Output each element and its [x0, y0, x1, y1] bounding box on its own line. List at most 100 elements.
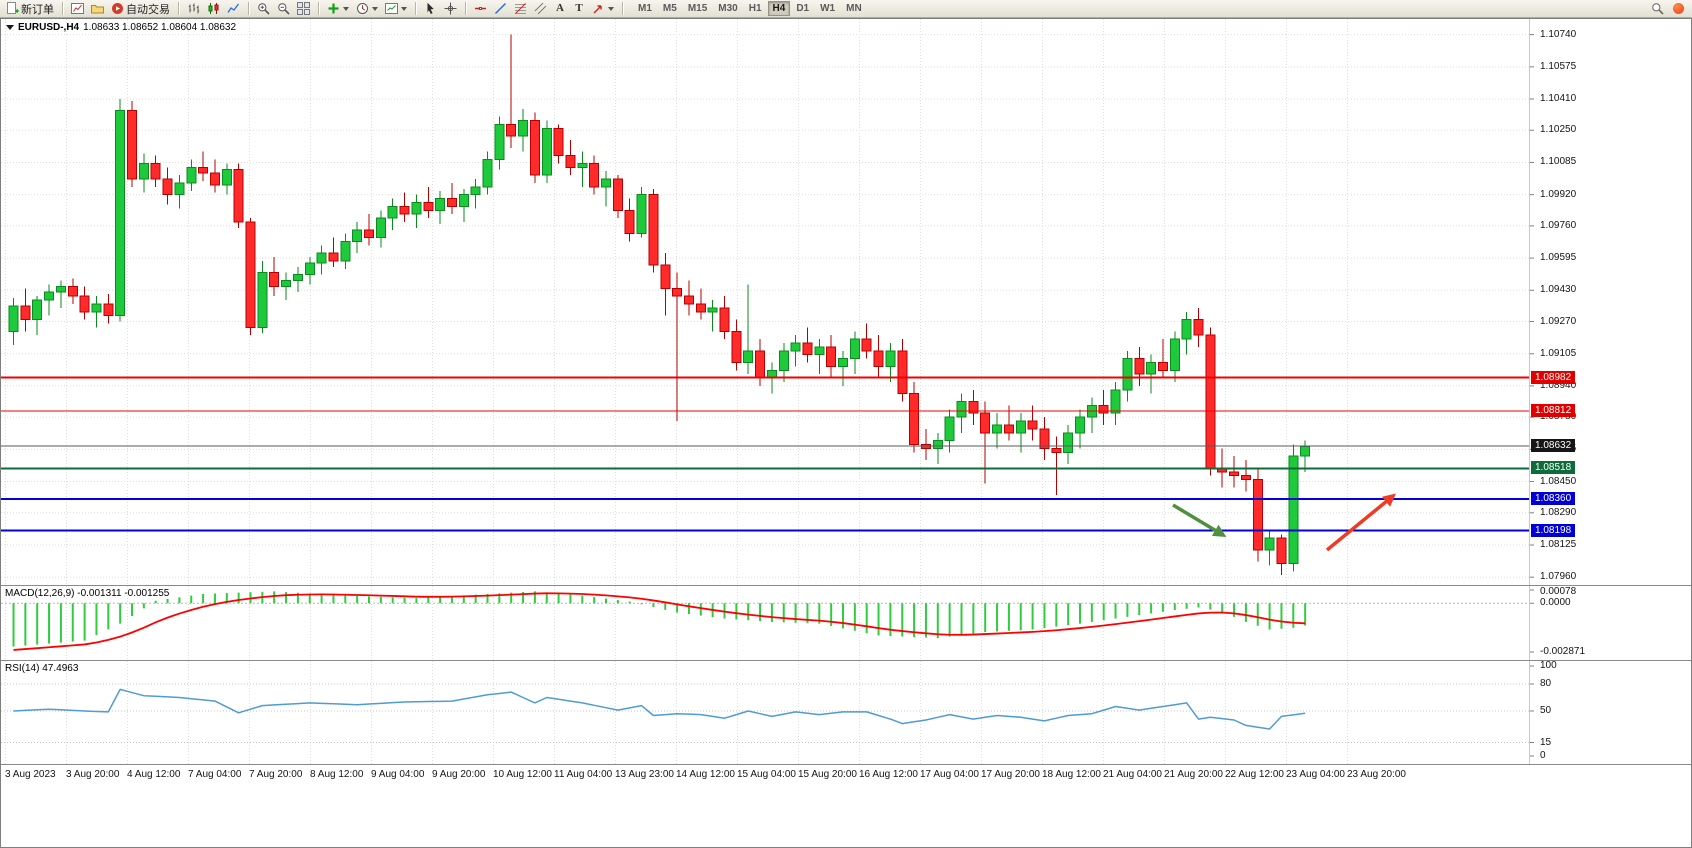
caret-down-icon [401, 6, 407, 11]
timeframe-button-MN[interactable]: MN [841, 1, 867, 16]
macd-indicator-label: MACD(12,26,9) -0.001311 -0.001255 [5, 588, 170, 599]
toolbar-separator [248, 2, 249, 15]
template-icon [385, 3, 398, 14]
timeframe-button-W1[interactable]: W1 [815, 1, 840, 16]
time-axis-label: 11 Aug 04:00 [554, 769, 613, 780]
time-axis-label: 23 Aug 04:00 [1286, 769, 1345, 780]
price-line-badge: 1.08360 [1531, 492, 1576, 506]
panel-divider[interactable] [1, 764, 1691, 765]
toolbar-separator [318, 2, 319, 15]
horizontal-line-button[interactable] [471, 1, 490, 17]
zoom-out-button[interactable] [274, 1, 293, 17]
price-axis-label: 1.08940 [1540, 379, 1577, 391]
macd-axis-label: 0.00078 [1540, 586, 1577, 597]
time-axis-label: 16 Aug 12:00 [859, 769, 918, 780]
channel-button[interactable] [531, 1, 550, 17]
time-axis-label: 17 Aug 20:00 [981, 769, 1040, 780]
candlestick-chart-button[interactable] [204, 1, 223, 17]
time-axis-label: 3 Aug 20:00 [66, 769, 120, 780]
macd-panel[interactable]: MACD(12,26,9) -0.001311 -0.001255 0.0007… [1, 586, 1691, 660]
new-order-button[interactable]: 新订单 [3, 1, 57, 17]
time-axis-label: 4 Aug 12:00 [127, 769, 181, 780]
crosshair-button[interactable] [441, 1, 460, 17]
rsi-axis-label: 100 [1540, 660, 1557, 671]
time-axis[interactable]: 3 Aug 2023 3 Aug 20:00 4 Aug 12:00 7 Aug 04… [1, 765, 1691, 783]
tile-windows-icon [297, 2, 310, 15]
search-button[interactable] [1648, 1, 1667, 17]
trend-arrow-annotation [1325, 493, 1397, 552]
zoom-in-button[interactable] [254, 1, 273, 17]
autotrading-label: 自动交易 [126, 3, 170, 16]
price-line-badge: 1.08982 [1531, 370, 1576, 384]
notification-badge-icon[interactable] [1673, 3, 1684, 14]
bar-chart-button[interactable] [184, 1, 203, 17]
time-axis-label: 18 Aug 12:00 [1042, 769, 1101, 780]
toolbar-separator [178, 2, 179, 15]
timeframe-button-M1[interactable]: M1 [633, 1, 657, 16]
panel-divider[interactable] [1, 585, 1691, 586]
trendline-icon [494, 2, 507, 15]
templates-button[interactable] [382, 1, 410, 17]
autotrading-button[interactable]: 自动交易 [108, 1, 173, 17]
autotrading-icon [112, 3, 123, 14]
rsi-axis-label: 50 [1540, 705, 1552, 716]
arrow-tool-icon [593, 5, 602, 14]
indicators-button[interactable] [324, 1, 352, 17]
price-line-badge: 1.08812 [1531, 403, 1576, 417]
indicators-plus-icon [328, 3, 339, 14]
ohlc-values: 1.08633 1.08652 1.08604 1.08632 [83, 22, 237, 33]
rsi-axis-label: 80 [1540, 678, 1552, 689]
time-axis-label: 15 Aug 04:00 [737, 769, 796, 780]
timeframe-button-M15[interactable]: M15 [683, 1, 712, 16]
timeframe-button-M30[interactable]: M30 [713, 1, 742, 16]
cursor-icon [427, 2, 434, 14]
rsi-panel[interactable]: RSI(14) 47.4963 100 80 50 15 0 [1, 660, 1691, 764]
price-line-badge: 1.08518 [1531, 461, 1576, 475]
timeframe-button-M5[interactable]: M5 [658, 1, 682, 16]
time-axis-label: 23 Aug 20:00 [1347, 769, 1406, 780]
tile-windows-button[interactable] [294, 1, 313, 17]
rsi-axis-label: 0 [1540, 750, 1546, 761]
periods-button[interactable] [353, 1, 381, 17]
timeframe-button-H4[interactable]: H4 [767, 1, 791, 16]
time-axis-label: 7 Aug 04:00 [188, 769, 242, 780]
toolbar-separator [415, 2, 416, 15]
price-axis-label: 1.10410 [1540, 93, 1577, 105]
label-tool-button[interactable]: T [570, 1, 588, 17]
zoom-out-icon [278, 3, 290, 15]
caret-down-icon [608, 6, 614, 11]
price-axis-label: 1.09595 [1540, 252, 1577, 264]
line-chart-icon [227, 3, 240, 13]
time-axis-label: 9 Aug 04:00 [371, 769, 425, 780]
label-tool-label: T [575, 2, 583, 14]
trend-arrow-annotation [1172, 503, 1227, 538]
price-axis-label: 1.09760 [1540, 219, 1577, 231]
price-axis-label: 1.07960 [1540, 571, 1577, 583]
time-axis-label: 21 Aug 04:00 [1103, 769, 1162, 780]
price-chart-panel[interactable]: EURUSD-,H4 1.08633 1.08652 1.08604 1.086… [1, 19, 1691, 585]
time-axis-label: 3 Aug 2023 [5, 769, 56, 780]
chart-window-button[interactable] [68, 1, 87, 17]
text-tool-button[interactable]: A [551, 1, 569, 17]
time-axis-label: 21 Aug 20:00 [1164, 769, 1223, 780]
bar-chart-icon [188, 3, 200, 14]
cursor-button[interactable] [421, 1, 440, 17]
macd-axis-label: 0.0000 [1540, 597, 1571, 609]
timeframe-button-H1[interactable]: H1 [744, 1, 767, 16]
clock-icon [357, 3, 368, 14]
profiles-button[interactable] [88, 1, 107, 17]
line-chart-button[interactable] [224, 1, 243, 17]
time-axis-label: 8 Aug 12:00 [310, 769, 364, 780]
fibonacci-button[interactable] [511, 1, 530, 17]
price-axis-label: 1.09920 [1540, 188, 1577, 200]
arrows-tool-button[interactable] [589, 1, 617, 17]
search-icon [1652, 3, 1664, 15]
one-click-trading-toggle-icon[interactable] [6, 25, 14, 30]
timeframe-button-D1[interactable]: D1 [791, 1, 814, 16]
caret-down-icon [343, 6, 349, 11]
trendline-button[interactable] [491, 1, 510, 17]
panel-divider[interactable] [1, 660, 1691, 661]
chart-header: EURUSD-,H4 1.08633 1.08652 1.08604 1.086… [6, 22, 236, 33]
time-axis-label: 14 Aug 12:00 [676, 769, 735, 780]
text-tool-label: A [556, 2, 564, 14]
